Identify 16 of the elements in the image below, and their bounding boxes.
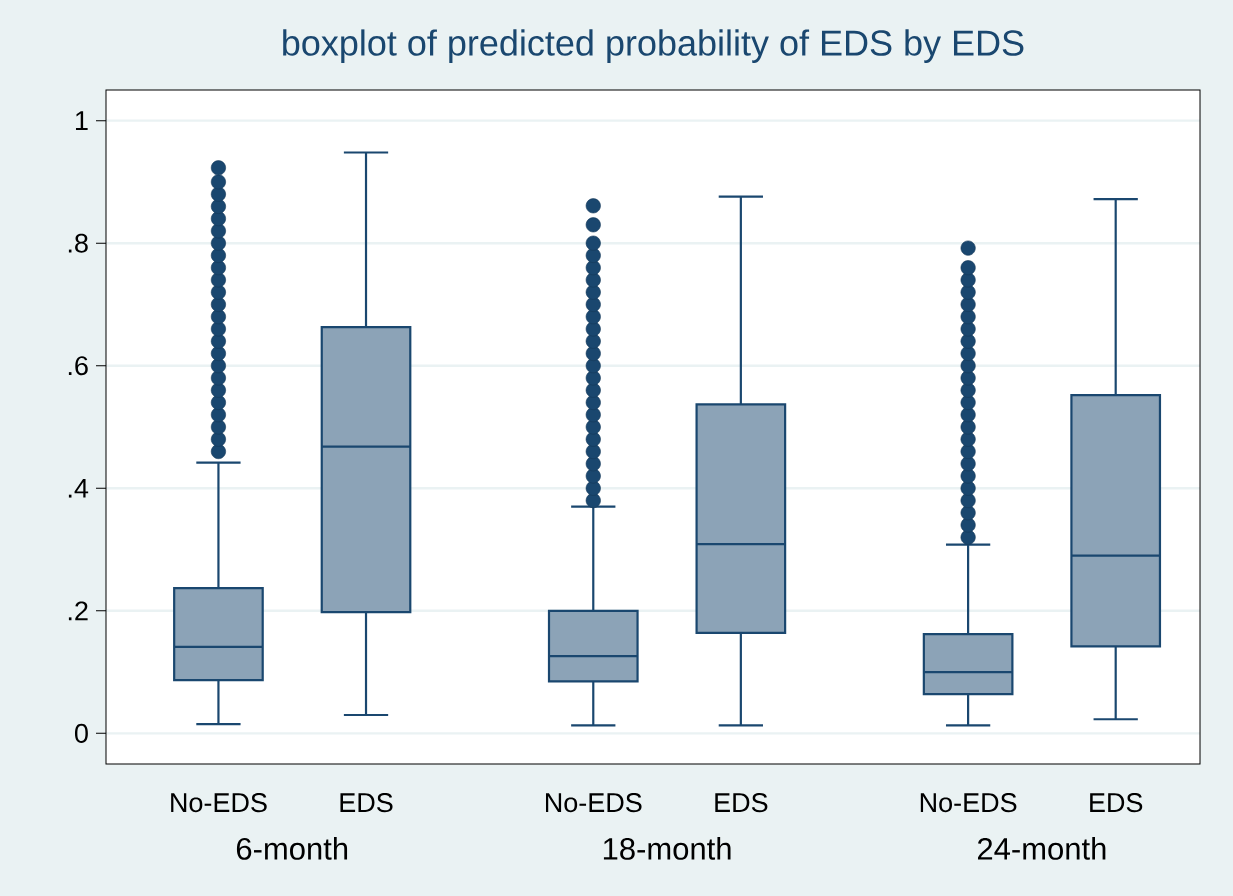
y-tick-label: .4 xyxy=(68,478,89,498)
x-tick-label: EDS xyxy=(340,793,393,813)
chart-title: boxplot of predicted probability of EDS by EDS xyxy=(283,29,1024,63)
x-tick-label: No-EDS xyxy=(545,793,642,813)
y-tick-label: .2 xyxy=(68,601,88,621)
x-tick-label: EDS xyxy=(1090,793,1143,813)
y-tick-label: .6 xyxy=(68,356,88,376)
x-tick-label: No-EDS xyxy=(920,793,1017,813)
text: 24-month xyxy=(977,837,1106,860)
y-tick-label: 0 xyxy=(74,723,88,743)
y-tick-label: .8 xyxy=(68,233,88,253)
text: 18-month xyxy=(603,837,731,860)
x-tick-label: EDS xyxy=(715,793,768,813)
text: 6-month xyxy=(236,837,348,860)
x-tick-label: No-EDS xyxy=(171,793,267,813)
y-tick-label: 1 xyxy=(75,111,88,130)
